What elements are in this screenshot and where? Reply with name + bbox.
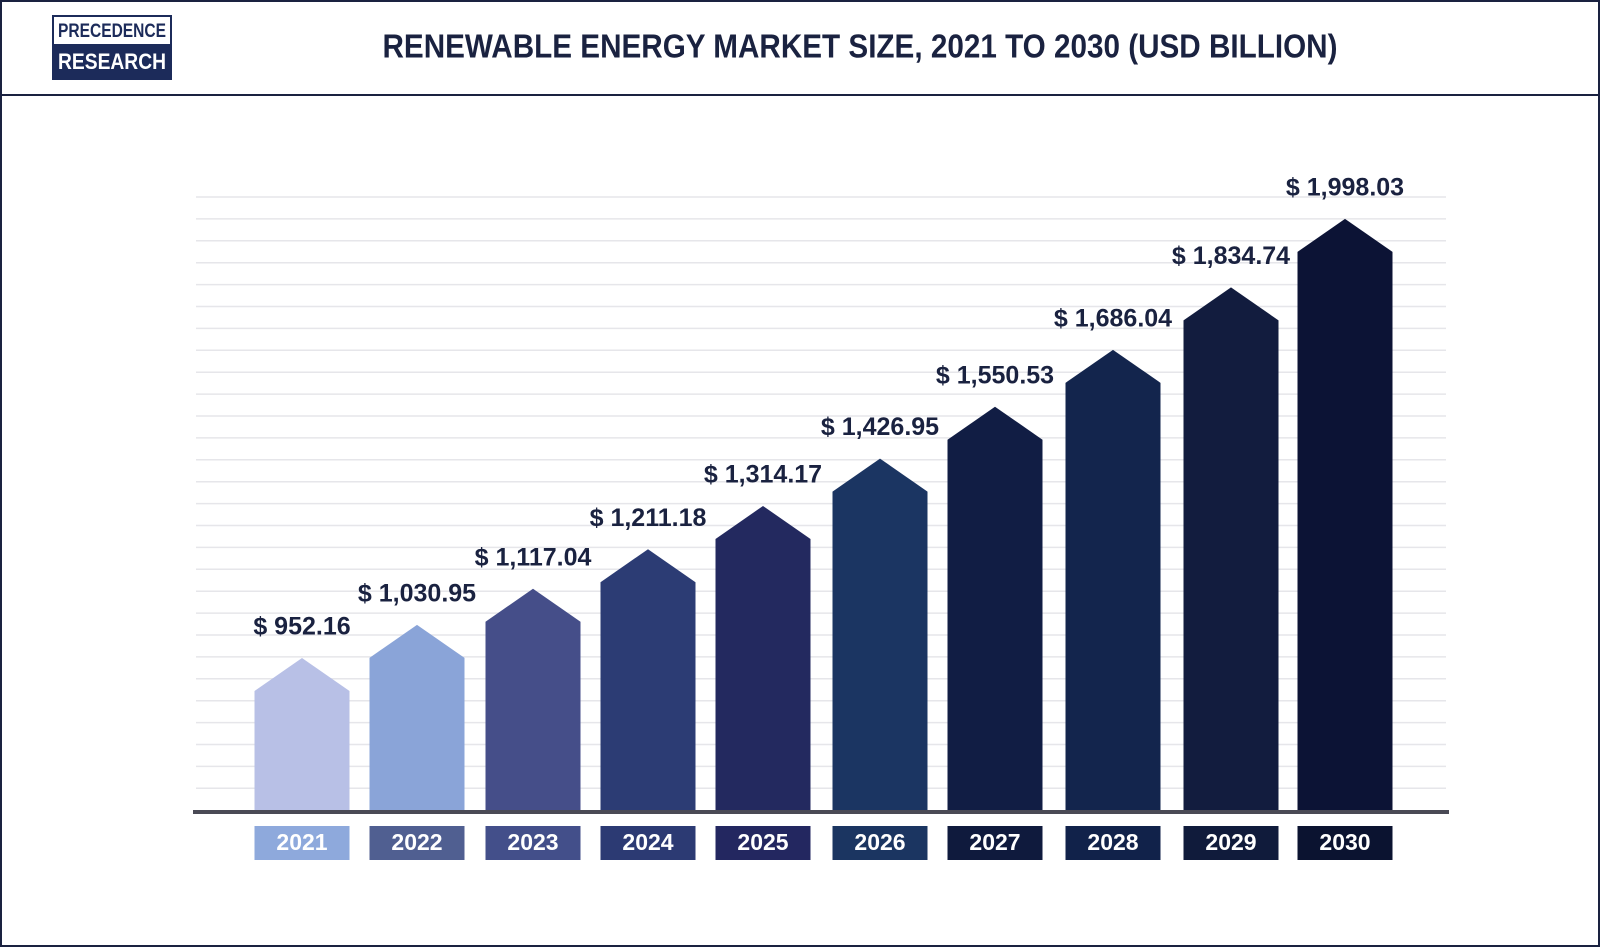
category-box: [1065, 826, 1161, 860]
value-label: $ 1,117.04: [475, 543, 592, 571]
value-label: $ 1,314.17: [704, 461, 822, 489]
category-box: [947, 826, 1043, 860]
category-box: [485, 826, 581, 860]
x-tick-label: 2021: [276, 829, 327, 855]
category-box: [1183, 826, 1279, 860]
bar: [832, 458, 928, 810]
category-box: [600, 826, 696, 860]
x-tick-label: 2022: [391, 829, 442, 855]
bar: [947, 406, 1043, 810]
value-label: $ 1,211.18: [590, 504, 707, 532]
bar: [1183, 287, 1279, 810]
x-tick-label: 2029: [1205, 829, 1256, 855]
value-label: $ 1,998.03: [1286, 173, 1404, 201]
logo-line2: RESEARCH: [58, 49, 166, 74]
x-tick-label: 2023: [507, 829, 558, 855]
bar: [1297, 218, 1393, 810]
category-box: [715, 826, 811, 860]
category-box: [832, 826, 928, 860]
category-box: [254, 826, 350, 860]
bar: [600, 549, 696, 810]
plot: $ 952.16 2021 $ 1,030.95 2022 $ 1,117.04 2023…: [253, 173, 1404, 860]
value-label: $ 952.16: [253, 613, 350, 641]
grid: [196, 196, 1446, 790]
logo-line1: PRECEDENCE: [58, 21, 166, 42]
x-tick-label: 2028: [1087, 829, 1138, 855]
value-label: $ 1,030.95: [358, 579, 476, 607]
bar: [254, 657, 350, 810]
x-tick-label: 2024: [622, 829, 673, 855]
bar: [485, 588, 581, 810]
value-label: $ 1,550.53: [936, 361, 1054, 389]
value-label: $ 1,686.04: [1054, 304, 1172, 332]
category-box: [369, 826, 465, 860]
logo-top: [54, 17, 170, 44]
bar: [1065, 349, 1161, 810]
chart-title: RENEWABLE ENERGY MARKET SIZE, 2021 TO 20…: [383, 28, 1338, 65]
x-tick-label: 2026: [854, 829, 905, 855]
value-label: $ 1,834.74: [1172, 242, 1290, 270]
value-label: $ 1,426.95: [821, 413, 939, 441]
bar: [715, 505, 811, 810]
x-tick-label: 2025: [737, 829, 788, 855]
bar: [369, 624, 465, 810]
x-tick-label: 2030: [1319, 829, 1370, 855]
category-box: [1297, 826, 1393, 860]
x-tick-label: 2027: [969, 829, 1020, 855]
